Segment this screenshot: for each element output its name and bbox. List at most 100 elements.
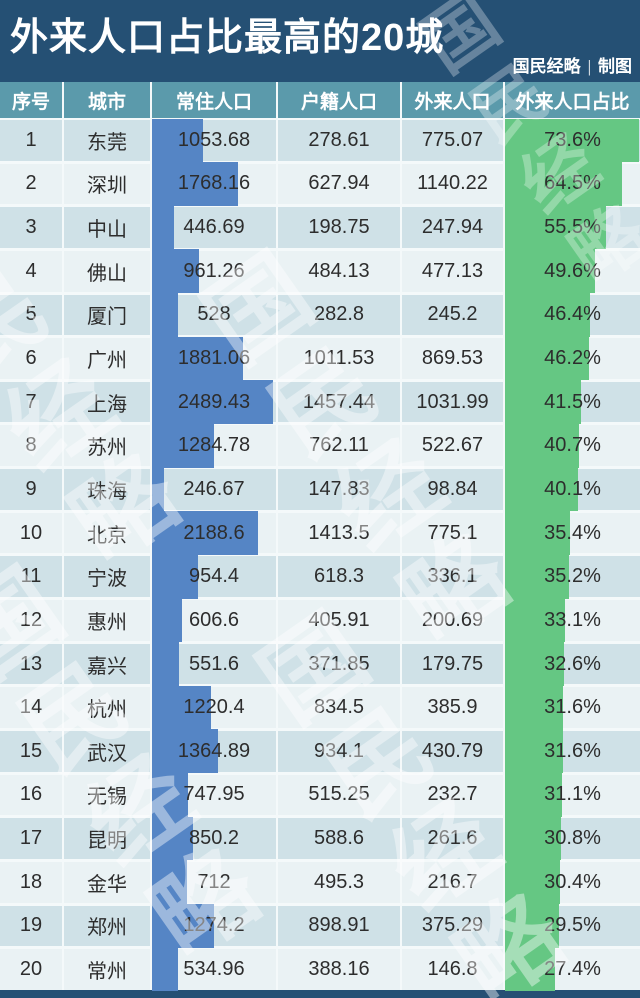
city-name: 惠州 xyxy=(87,611,127,634)
resident-population-cell: 747.95 xyxy=(152,773,276,817)
migrant-population-cell: 146.8 xyxy=(402,949,503,990)
registered-population-cell: 1011.53 xyxy=(278,338,400,379)
registered-population-value: 934.1 xyxy=(313,739,365,762)
city-name: 宁波 xyxy=(87,568,127,591)
city-cell: 苏州 xyxy=(64,425,150,467)
registered-population-value: 1413.5 xyxy=(308,521,370,544)
resident-population-bar xyxy=(152,598,182,643)
city-name: 中山 xyxy=(87,219,127,242)
rank-value: 12 xyxy=(19,608,43,631)
resident-population-cell: 2489.43 xyxy=(152,380,276,424)
migrant-population-value: 336.1 xyxy=(427,565,478,588)
resident-population-value: 747.95 xyxy=(183,783,245,806)
city-cell: 宁波 xyxy=(64,556,150,598)
table-row: 5 厦门 528 282.8 245.2 46.4% xyxy=(0,293,640,337)
rank-cell: 10 xyxy=(0,512,62,554)
resident-population-value: 712 xyxy=(197,870,231,893)
table-row: 19 郑州 1274.2 898.91 375.29 29.5% xyxy=(0,904,640,948)
city-name: 郑州 xyxy=(87,917,127,940)
registered-population-cell: 627.94 xyxy=(278,163,400,205)
rank-value: 17 xyxy=(19,827,43,850)
migrant-ratio-value: 55.5% xyxy=(544,216,601,239)
rank-cell: 3 xyxy=(0,207,62,248)
resident-population-value: 1274.2 xyxy=(183,914,245,937)
rank-value: 10 xyxy=(19,521,43,544)
rank-value: 9 xyxy=(25,477,37,500)
resident-population-bar xyxy=(152,511,259,555)
resident-population-cell: 534.96 xyxy=(152,947,276,992)
migrant-ratio-cell: 31.6% xyxy=(505,729,640,774)
resident-population-value: 2188.6 xyxy=(183,521,245,544)
city-cell: 厦门 xyxy=(64,294,150,336)
city-cell: 深圳 xyxy=(64,163,150,205)
rank-value: 14 xyxy=(19,696,43,719)
registered-population-value: 1457.44 xyxy=(302,390,376,413)
migrant-ratio-bar xyxy=(505,336,590,381)
city-cell: 上海 xyxy=(64,381,150,423)
resident-population-cell: 961.26 xyxy=(152,249,276,294)
city-cell: 惠州 xyxy=(64,600,150,641)
rank-value: 18 xyxy=(19,870,43,893)
migrant-ratio-bar xyxy=(505,904,559,948)
table-row: 13 嘉兴 551.6 371.85 179.75 32.6% xyxy=(0,642,640,686)
city-name: 厦门 xyxy=(87,306,127,329)
header-resident-population: 常住人口 xyxy=(152,82,276,118)
migrant-population-cell: 336.1 xyxy=(402,556,503,598)
migrant-population-cell: 775.1 xyxy=(402,512,503,554)
migrant-population-cell: 247.94 xyxy=(402,207,503,248)
resident-population-value: 954.4 xyxy=(188,565,240,588)
rank-value: 13 xyxy=(19,652,43,675)
registered-population-value: 495.3 xyxy=(313,870,365,893)
registered-population-value: 618.3 xyxy=(313,565,365,588)
city-name: 昆明 xyxy=(87,830,127,853)
migrant-ratio-cell: 31.1% xyxy=(505,773,640,817)
registered-population-value: 388.16 xyxy=(308,957,370,980)
migrant-population-cell: 775.07 xyxy=(402,120,503,161)
resident-population-bar xyxy=(152,118,204,163)
migrant-ratio-value: 31.6% xyxy=(544,739,601,762)
city-cell: 郑州 xyxy=(64,905,150,947)
migrant-population-cell: 98.84 xyxy=(402,469,503,510)
resident-population-bar xyxy=(152,685,212,730)
resident-population-cell: 1881.06 xyxy=(152,336,276,381)
migrant-population-value: 477.13 xyxy=(421,259,484,282)
city-name: 上海 xyxy=(87,393,127,416)
registered-population-value: 484.13 xyxy=(308,259,370,282)
table-row: 7 上海 2489.43 1457.44 1031.99 41.5% xyxy=(0,380,640,424)
migrant-population-value: 200.69 xyxy=(421,608,484,631)
resident-population-bar xyxy=(152,336,244,381)
resident-population-bar xyxy=(152,293,178,337)
migrant-population-value: 375.29 xyxy=(421,914,484,937)
rank-cell: 17 xyxy=(0,818,62,859)
rank-value: 16 xyxy=(19,783,43,806)
city-name: 北京 xyxy=(87,524,127,547)
city-cell: 武汉 xyxy=(64,730,150,772)
migrant-population-value: 261.6 xyxy=(427,827,478,850)
registered-population-value: 198.75 xyxy=(308,216,370,239)
registered-population-cell: 198.75 xyxy=(278,207,400,248)
migrant-ratio-cell: 30.4% xyxy=(505,860,640,905)
rank-cell: 18 xyxy=(0,861,62,903)
resident-population-bar xyxy=(152,467,164,512)
migrant-ratio-cell: 49.6% xyxy=(505,249,640,294)
resident-population-value: 850.2 xyxy=(188,827,240,850)
migrant-ratio-cell: 27.4% xyxy=(505,947,640,992)
rank-cell: 4 xyxy=(0,250,62,292)
registered-population-cell: 762.11 xyxy=(278,425,400,467)
rank-value: 20 xyxy=(19,957,43,980)
migrant-ratio-value: 40.1% xyxy=(544,477,601,500)
registered-population-cell: 515.25 xyxy=(278,774,400,816)
table-row: 18 金华 712 495.3 216.7 30.4% xyxy=(0,860,640,905)
rank-cell: 11 xyxy=(0,556,62,598)
city-cell: 昆明 xyxy=(64,818,150,859)
registered-population-cell: 405.91 xyxy=(278,600,400,641)
registered-population-cell: 934.1 xyxy=(278,730,400,772)
migrant-population-value: 385.9 xyxy=(427,696,478,719)
rank-value: 1 xyxy=(25,128,37,151)
table-row: 15 武汉 1364.89 934.1 430.79 31.6% xyxy=(0,729,640,774)
rank-value: 6 xyxy=(25,347,37,370)
migrant-population-cell: 216.7 xyxy=(402,861,503,903)
table-row: 10 北京 2188.6 1413.5 775.1 35.4% xyxy=(0,511,640,555)
registered-population-cell: 618.3 xyxy=(278,556,400,598)
